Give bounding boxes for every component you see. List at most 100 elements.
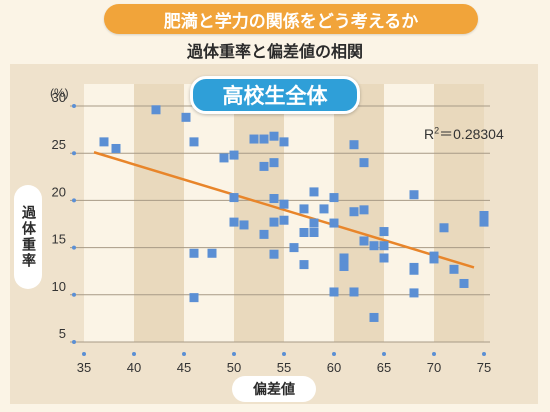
data-point bbox=[429, 254, 439, 264]
data-point bbox=[259, 161, 269, 171]
x-tick-dot bbox=[332, 352, 336, 356]
r2-value: ＝0.28304 bbox=[439, 126, 504, 142]
data-point bbox=[189, 293, 199, 303]
data-point bbox=[329, 193, 339, 203]
x-tick-label: 75 bbox=[477, 360, 491, 375]
x-tick-label: 45 bbox=[177, 360, 191, 375]
data-point bbox=[409, 265, 419, 275]
plot-band bbox=[234, 84, 284, 342]
data-point bbox=[269, 249, 279, 259]
data-point bbox=[229, 193, 239, 203]
data-point bbox=[319, 204, 329, 214]
data-point bbox=[229, 217, 239, 227]
data-point bbox=[479, 211, 489, 221]
r-squared-annotation: R2＝0.28304 bbox=[424, 124, 504, 144]
x-tick-label: 60 bbox=[327, 360, 341, 375]
data-point bbox=[269, 131, 279, 141]
y-tick-dot bbox=[72, 151, 76, 156]
x-tick-dot bbox=[282, 352, 286, 356]
x-tick-label: 40 bbox=[127, 360, 141, 375]
y-tick-dot bbox=[72, 198, 76, 203]
data-point bbox=[229, 150, 239, 160]
data-point bbox=[359, 236, 369, 246]
data-point bbox=[279, 215, 289, 225]
x-tick-dot bbox=[82, 352, 86, 356]
data-point bbox=[329, 218, 339, 228]
chart-panel: 5 10 15 20 25 30 35 40 45 50 55 60 65 70 75 bbox=[10, 64, 538, 404]
data-point bbox=[289, 243, 299, 253]
plot-band bbox=[334, 84, 384, 342]
data-point bbox=[379, 241, 389, 251]
y-axis-label: 過体重率 bbox=[20, 205, 36, 269]
y-tick-label: 15 bbox=[52, 232, 66, 247]
plot-band bbox=[384, 84, 434, 342]
data-point bbox=[309, 187, 319, 197]
x-tick-label: 35 bbox=[77, 360, 91, 375]
data-point bbox=[299, 204, 309, 214]
data-point bbox=[279, 199, 289, 209]
x-tick-dot bbox=[182, 352, 186, 356]
x-tick-label: 70 bbox=[427, 360, 441, 375]
y-axis-unit: (%) bbox=[50, 86, 69, 100]
plot-band bbox=[434, 84, 484, 342]
x-axis-label-box: 偏差値 bbox=[232, 376, 316, 402]
y-tick-dot bbox=[72, 292, 76, 297]
data-point bbox=[309, 227, 319, 237]
y-tick-label: 5 bbox=[59, 326, 66, 341]
data-point bbox=[259, 134, 269, 144]
data-point bbox=[479, 217, 489, 227]
x-tick-label: 50 bbox=[227, 360, 241, 375]
data-point bbox=[189, 137, 199, 147]
plot-band bbox=[184, 84, 234, 342]
x-tick-dot bbox=[132, 352, 136, 356]
trendline bbox=[93, 151, 475, 269]
y-tick-label: 10 bbox=[52, 279, 66, 294]
x-tick-dot bbox=[232, 352, 236, 356]
y-tick-dot bbox=[72, 340, 76, 344]
data-point bbox=[99, 137, 109, 147]
chart-subtitle: 過体重率と偏差値の相関 bbox=[186, 42, 363, 61]
data-point bbox=[379, 253, 389, 263]
x-axis-label: 偏差値 bbox=[253, 382, 295, 398]
data-point bbox=[349, 140, 359, 150]
data-point bbox=[299, 227, 309, 237]
data-point bbox=[339, 261, 349, 271]
r2-prefix: R bbox=[424, 126, 435, 142]
data-point bbox=[349, 287, 359, 297]
plot-band bbox=[134, 84, 184, 342]
data-point bbox=[459, 278, 469, 288]
y-tick-dot bbox=[72, 245, 76, 250]
plot-band bbox=[84, 84, 134, 342]
data-point bbox=[219, 153, 229, 163]
data-point bbox=[329, 287, 339, 297]
y-tick-label: 30 bbox=[52, 90, 66, 105]
data-point bbox=[207, 248, 217, 258]
x-tick-label: 55 bbox=[277, 360, 291, 375]
banner-title: 肥満と学力の関係をどう考えるか bbox=[104, 4, 478, 34]
x-tick-dot bbox=[432, 352, 436, 356]
y-tick-label: 20 bbox=[52, 184, 66, 199]
data-point bbox=[151, 105, 161, 115]
data-point bbox=[239, 220, 249, 230]
x-tick-dot bbox=[382, 352, 386, 356]
data-point bbox=[111, 143, 121, 153]
data-point bbox=[269, 158, 279, 168]
y-tick-dot bbox=[72, 104, 76, 108]
data-point bbox=[349, 207, 359, 217]
data-point bbox=[279, 137, 289, 147]
data-point bbox=[449, 264, 459, 274]
data-point bbox=[379, 227, 389, 237]
data-point bbox=[309, 218, 319, 228]
y-tick-label: 25 bbox=[52, 137, 66, 152]
data-point bbox=[339, 253, 349, 263]
data-point bbox=[299, 260, 309, 270]
data-point bbox=[409, 288, 419, 298]
data-point bbox=[369, 312, 379, 322]
y-axis-label-box: 過体重率 bbox=[14, 185, 42, 289]
data-point bbox=[189, 248, 199, 258]
data-point bbox=[369, 241, 379, 251]
chart-title-badge: 高校生全体 bbox=[190, 76, 360, 114]
data-point bbox=[269, 194, 279, 204]
data-point bbox=[181, 112, 191, 122]
data-point bbox=[259, 229, 269, 239]
